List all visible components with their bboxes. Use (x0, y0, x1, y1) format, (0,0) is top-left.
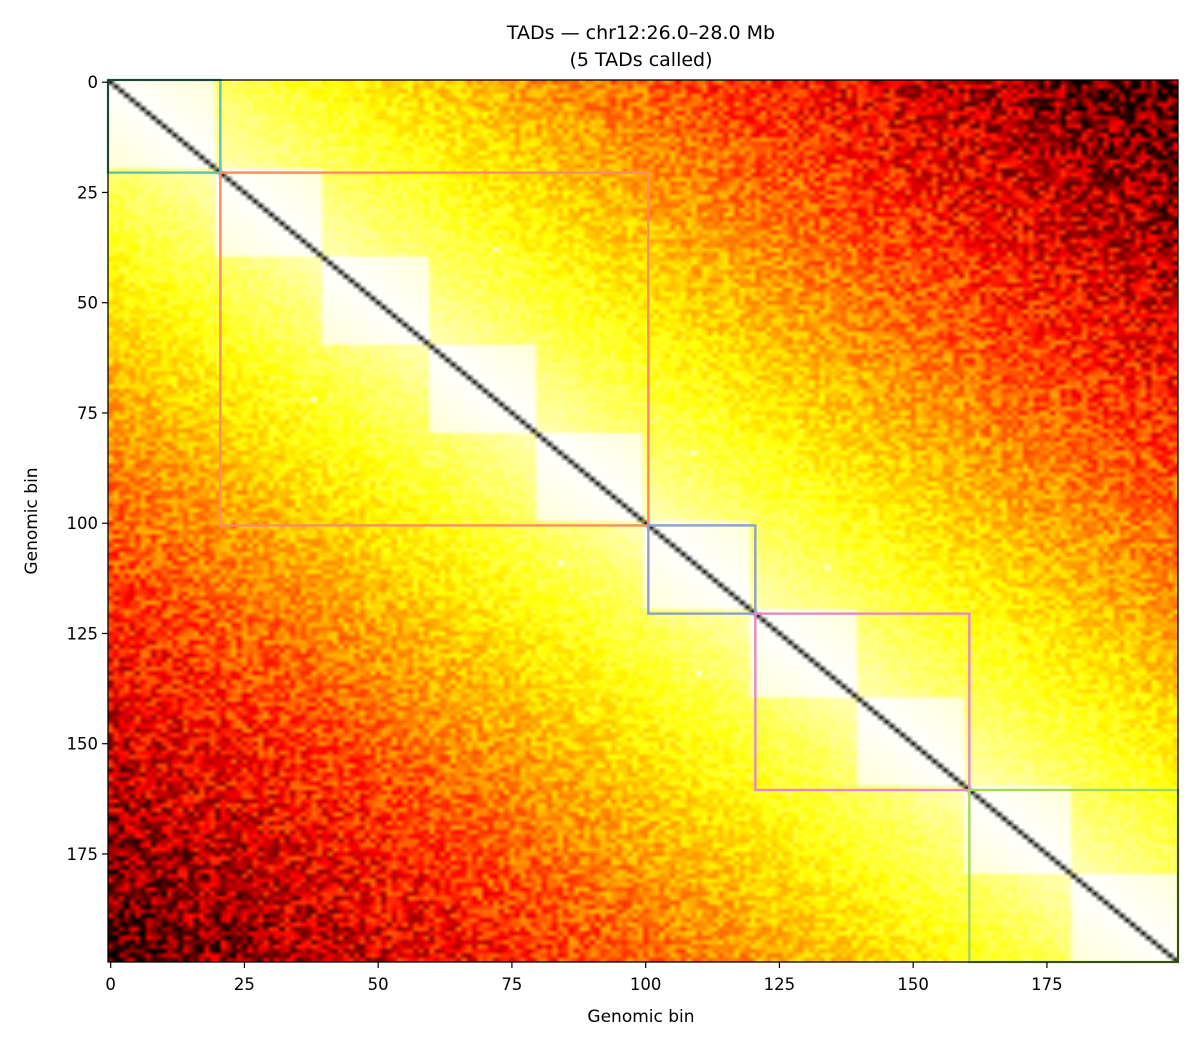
tad-box-2 (219, 171, 650, 527)
x-tick-label: 50 (368, 975, 389, 994)
x-axis: 0 25 50 75 100 125 150 175 (105, 962, 1063, 994)
chart-title: TADs — chr12:26.0–28.0 Mb (506, 22, 775, 44)
x-tick-label: 75 (501, 975, 522, 994)
x-tick-label: 175 (1031, 975, 1063, 994)
x-tick-label: 0 (105, 975, 116, 994)
y-tick-label: 100 (67, 514, 99, 533)
chart-subtitle: (5 TADs called) (569, 49, 712, 71)
plot-frame (107, 79, 1179, 963)
x-tick-label: 25 (234, 975, 255, 994)
y-axis: 0 25 50 75 100 125 150 175 (67, 73, 108, 864)
x-tick-label: 125 (764, 975, 796, 994)
y-axis-label: Genomic bin (22, 467, 42, 574)
tad-box-3 (647, 524, 757, 615)
contact-heatmap (108, 80, 1178, 962)
y-tick-label: 75 (77, 404, 98, 423)
y-tick-label: 150 (67, 735, 99, 754)
y-tick-label: 25 (77, 183, 98, 202)
x-tick-label: 150 (897, 975, 929, 994)
x-axis-label: Genomic bin (587, 1007, 694, 1027)
x-tick-label: 100 (630, 975, 662, 994)
y-tick-label: 125 (67, 624, 99, 643)
y-tick-label: 175 (67, 845, 99, 864)
y-tick-label: 50 (77, 294, 98, 313)
y-tick-label: 0 (88, 73, 99, 92)
tad-box-4 (754, 612, 971, 792)
